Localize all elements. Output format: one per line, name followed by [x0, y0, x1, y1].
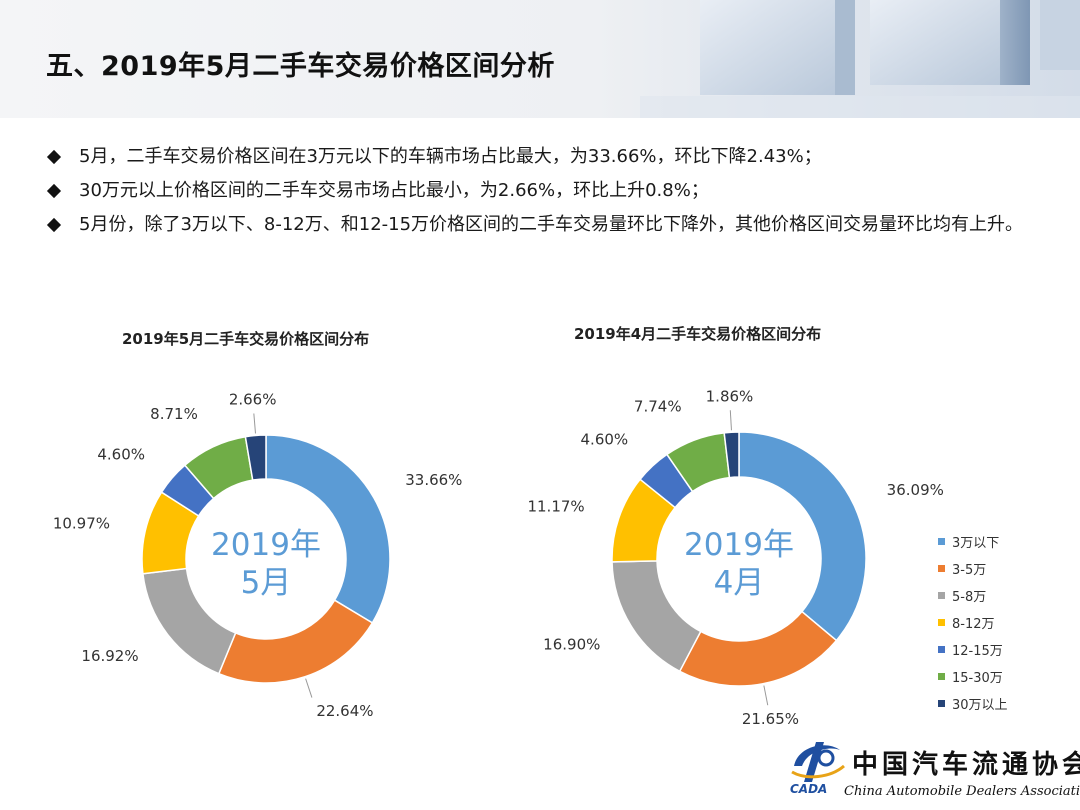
- slice-value-label: 4.60%: [581, 430, 629, 448]
- logo-english-name: China Automobile Dealers Association: [844, 784, 1080, 799]
- legend-swatch: [938, 538, 945, 545]
- slice-value-label: 33.66%: [405, 471, 462, 489]
- logo-chinese-name: 中国汽车流通协会: [852, 750, 1080, 780]
- header-banner: 五、2019年5月二手车交易价格区间分析: [0, 0, 1080, 118]
- legend-swatch: [938, 673, 945, 680]
- donut-slice-may: [244, 434, 267, 481]
- chart-legend: 3万以下 3-5万 5-8万 8-12万 12-15万 15-30万 30万以上: [938, 528, 1008, 717]
- legend-item: 5-8万: [938, 582, 1008, 609]
- cada-emblem-icon: [791, 742, 845, 782]
- bullet-item: 30万元以上价格区间的二手车交易市场占比最小，为2.66%，环比上升0.8%；: [46, 174, 1046, 208]
- legend-swatch: [938, 565, 945, 572]
- donut-center-label: 2019年: [211, 527, 321, 563]
- chart-title-may: 2019年5月二手车交易价格区间分布: [122, 330, 370, 348]
- donut-center-label: 2019年: [684, 527, 794, 563]
- logo-abbreviation: CADA: [790, 782, 828, 796]
- slice-value-label: 10.97%: [53, 514, 110, 532]
- slice-value-label: 16.90%: [543, 636, 600, 654]
- legend-item: 15-30万: [938, 663, 1008, 690]
- donut-slice-april: [723, 431, 740, 479]
- donut-slice-may: [142, 567, 237, 675]
- legend-label: 5-8万: [952, 590, 987, 605]
- legend-item: 8-12万: [938, 609, 1008, 636]
- slice-value-label: 22.64%: [316, 702, 373, 720]
- slice-value-label: 36.09%: [887, 481, 944, 499]
- legend-item: 3万以下: [938, 528, 1008, 555]
- slice-value-label: 7.74%: [634, 397, 682, 415]
- donut-center-label: 4月: [714, 565, 765, 601]
- slice-value-label: 2.66%: [229, 391, 277, 409]
- legend-label: 30万以上: [952, 698, 1008, 713]
- donut-slice-april: [738, 431, 867, 642]
- label-leader-line: [729, 410, 732, 431]
- donut-slice-may: [265, 434, 391, 624]
- legend-label: 3-5万: [952, 563, 987, 578]
- slice-value-label: 11.17%: [527, 498, 584, 516]
- legend-item: 12-15万: [938, 636, 1008, 663]
- legend-label: 3万以下: [952, 536, 1000, 551]
- donut-slice-may: [217, 599, 374, 684]
- slice-value-label: 21.65%: [742, 710, 799, 728]
- legend-item: 30万以上: [938, 690, 1008, 717]
- donut-center-label: 5月: [241, 565, 292, 601]
- legend-swatch: [938, 619, 945, 626]
- legend-label: 15-30万: [952, 671, 1003, 686]
- slice-value-label: 4.60%: [97, 445, 145, 463]
- bullet-text: 5月，二手车交易价格区间在3万元以下的车辆市场占比最大，为33.66%，环比下降…: [79, 146, 822, 167]
- legend-label: 8-12万: [952, 617, 995, 632]
- bullet-text: 30万元以上价格区间的二手车交易市场占比最小，为2.66%，环比上升0.8%；: [79, 180, 709, 201]
- slice-value-label: 8.71%: [150, 405, 198, 423]
- label-leader-line: [763, 685, 769, 706]
- chart-title-april: 2019年4月二手车交易价格区间分布: [574, 325, 822, 343]
- page-title: 五、2019年5月二手车交易价格区间分析: [46, 51, 555, 82]
- slice-value-label: 16.92%: [81, 647, 138, 665]
- legend-swatch: [938, 646, 945, 653]
- legend-swatch: [938, 592, 945, 599]
- bullet-item: 5月，二手车交易价格区间在3万元以下的车辆市场占比最大，为33.66%，环比下降…: [46, 140, 1046, 174]
- label-leader-line: [253, 413, 256, 434]
- bullet-list: 5月，二手车交易价格区间在3万元以下的车辆市场占比最大，为33.66%，环比下降…: [46, 140, 1046, 242]
- legend-item: 3-5万: [938, 555, 1008, 582]
- bullet-item: 5月份，除了3万以下、8-12万、和12-15万价格区间的二手车交易量环比下降外…: [46, 208, 1046, 242]
- donut-slice-april: [611, 560, 702, 673]
- donut-slice-april: [678, 610, 838, 687]
- cada-logo: CADA 中国汽车流通协会 China Automobile Dealers A…: [780, 728, 1080, 806]
- label-leader-line: [305, 678, 313, 698]
- slice-value-label: 1.86%: [706, 387, 754, 405]
- legend-label: 12-15万: [952, 644, 1003, 659]
- legend-swatch: [938, 700, 945, 707]
- bullet-text: 5月份，除了3万以下、8-12万、和12-15万价格区间的二手车交易量环比下降外…: [79, 214, 1024, 235]
- header-decoration-cubes: [640, 0, 1080, 118]
